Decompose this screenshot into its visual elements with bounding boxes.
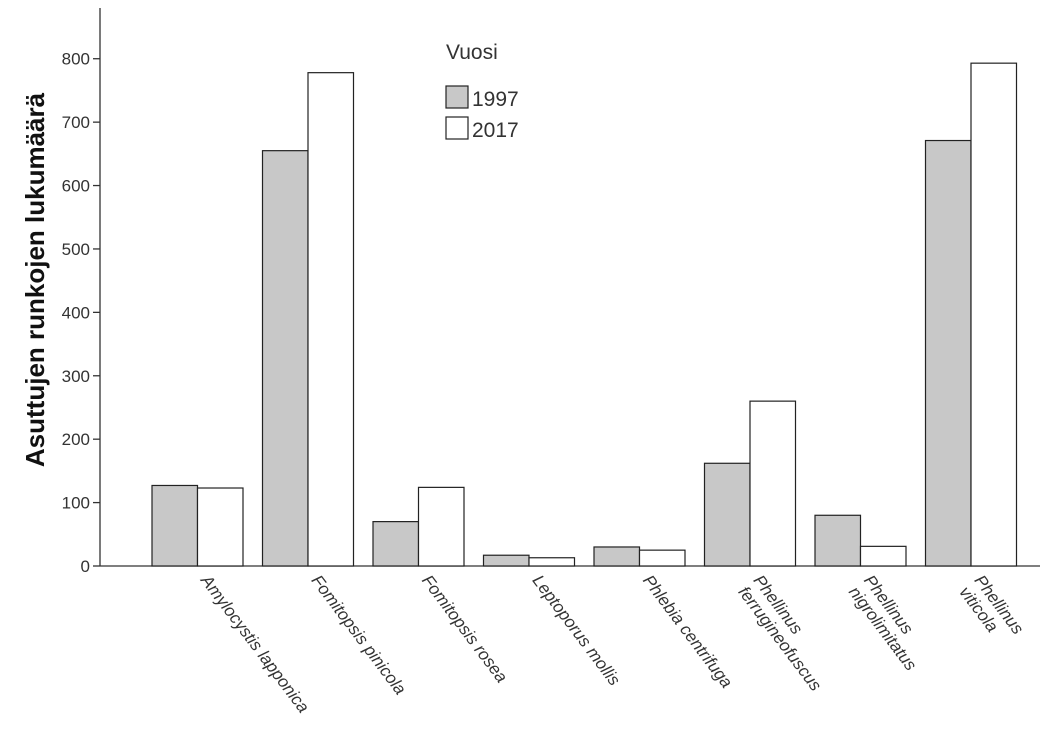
category-label-line: Fomitopsis pinicola bbox=[308, 571, 410, 698]
bars bbox=[151, 62, 1018, 567]
y-tick-label: 500 bbox=[62, 240, 90, 259]
legend-title: Vuosi bbox=[446, 41, 498, 64]
bar-1997 bbox=[593, 546, 641, 567]
y-tick-label: 400 bbox=[62, 303, 90, 322]
bar-1997 bbox=[924, 139, 972, 567]
bar-2017 bbox=[859, 545, 907, 567]
y-tick-label: 200 bbox=[62, 430, 90, 449]
y-tick-label: 0 bbox=[81, 557, 90, 576]
bar-2017 bbox=[970, 62, 1018, 567]
bar-1997 bbox=[372, 521, 420, 567]
category-label-line: Fomitopsis rosea bbox=[418, 571, 511, 686]
bar-2017 bbox=[528, 557, 576, 567]
y-tick-label: 600 bbox=[62, 177, 90, 196]
bar-1997 bbox=[482, 554, 530, 567]
category-label: Fomitopsis rosea bbox=[418, 571, 511, 686]
bar-2017 bbox=[307, 72, 355, 567]
legend: Vuosi 1997 2017 bbox=[445, 41, 519, 142]
bar-1997 bbox=[151, 484, 199, 567]
legend-swatch-2017 bbox=[445, 116, 469, 140]
bar-2017 bbox=[417, 486, 465, 567]
bar-1997 bbox=[814, 514, 862, 567]
legend-swatch-1997 bbox=[445, 85, 469, 109]
axes: 0 100 200 300 400 500 600 700 800 bbox=[62, 8, 1040, 576]
legend-label-2017: 2017 bbox=[472, 119, 519, 142]
category-label: Phlebia centrifuga bbox=[639, 571, 736, 691]
y-tick-label: 800 bbox=[62, 50, 90, 69]
bar-2017 bbox=[749, 400, 797, 567]
bar-2017 bbox=[196, 487, 244, 567]
y-tick-label: 700 bbox=[62, 113, 90, 132]
category-label-line: Amylocystis lapponica bbox=[197, 571, 313, 717]
category-label: Leptoporus mollis bbox=[529, 571, 625, 689]
bar-1997 bbox=[261, 150, 309, 567]
category-label: Fomitopsis pinicola bbox=[308, 571, 410, 698]
y-tick-label: 300 bbox=[62, 367, 90, 386]
y-tick-label: 100 bbox=[62, 494, 90, 513]
y-axis-label: Asuttujen runkojen lukumäärä bbox=[20, 92, 50, 467]
category-label-line: Phlebia centrifuga bbox=[639, 571, 736, 691]
legend-label-1997: 1997 bbox=[472, 88, 519, 111]
bar-1997 bbox=[703, 462, 751, 567]
category-label: Amylocystis lapponica bbox=[197, 571, 313, 717]
category-label-line: Leptoporus mollis bbox=[529, 571, 625, 689]
y-axis-label-group: Asuttujen runkojen lukumäärä bbox=[20, 92, 50, 467]
bar-2017 bbox=[638, 549, 686, 567]
